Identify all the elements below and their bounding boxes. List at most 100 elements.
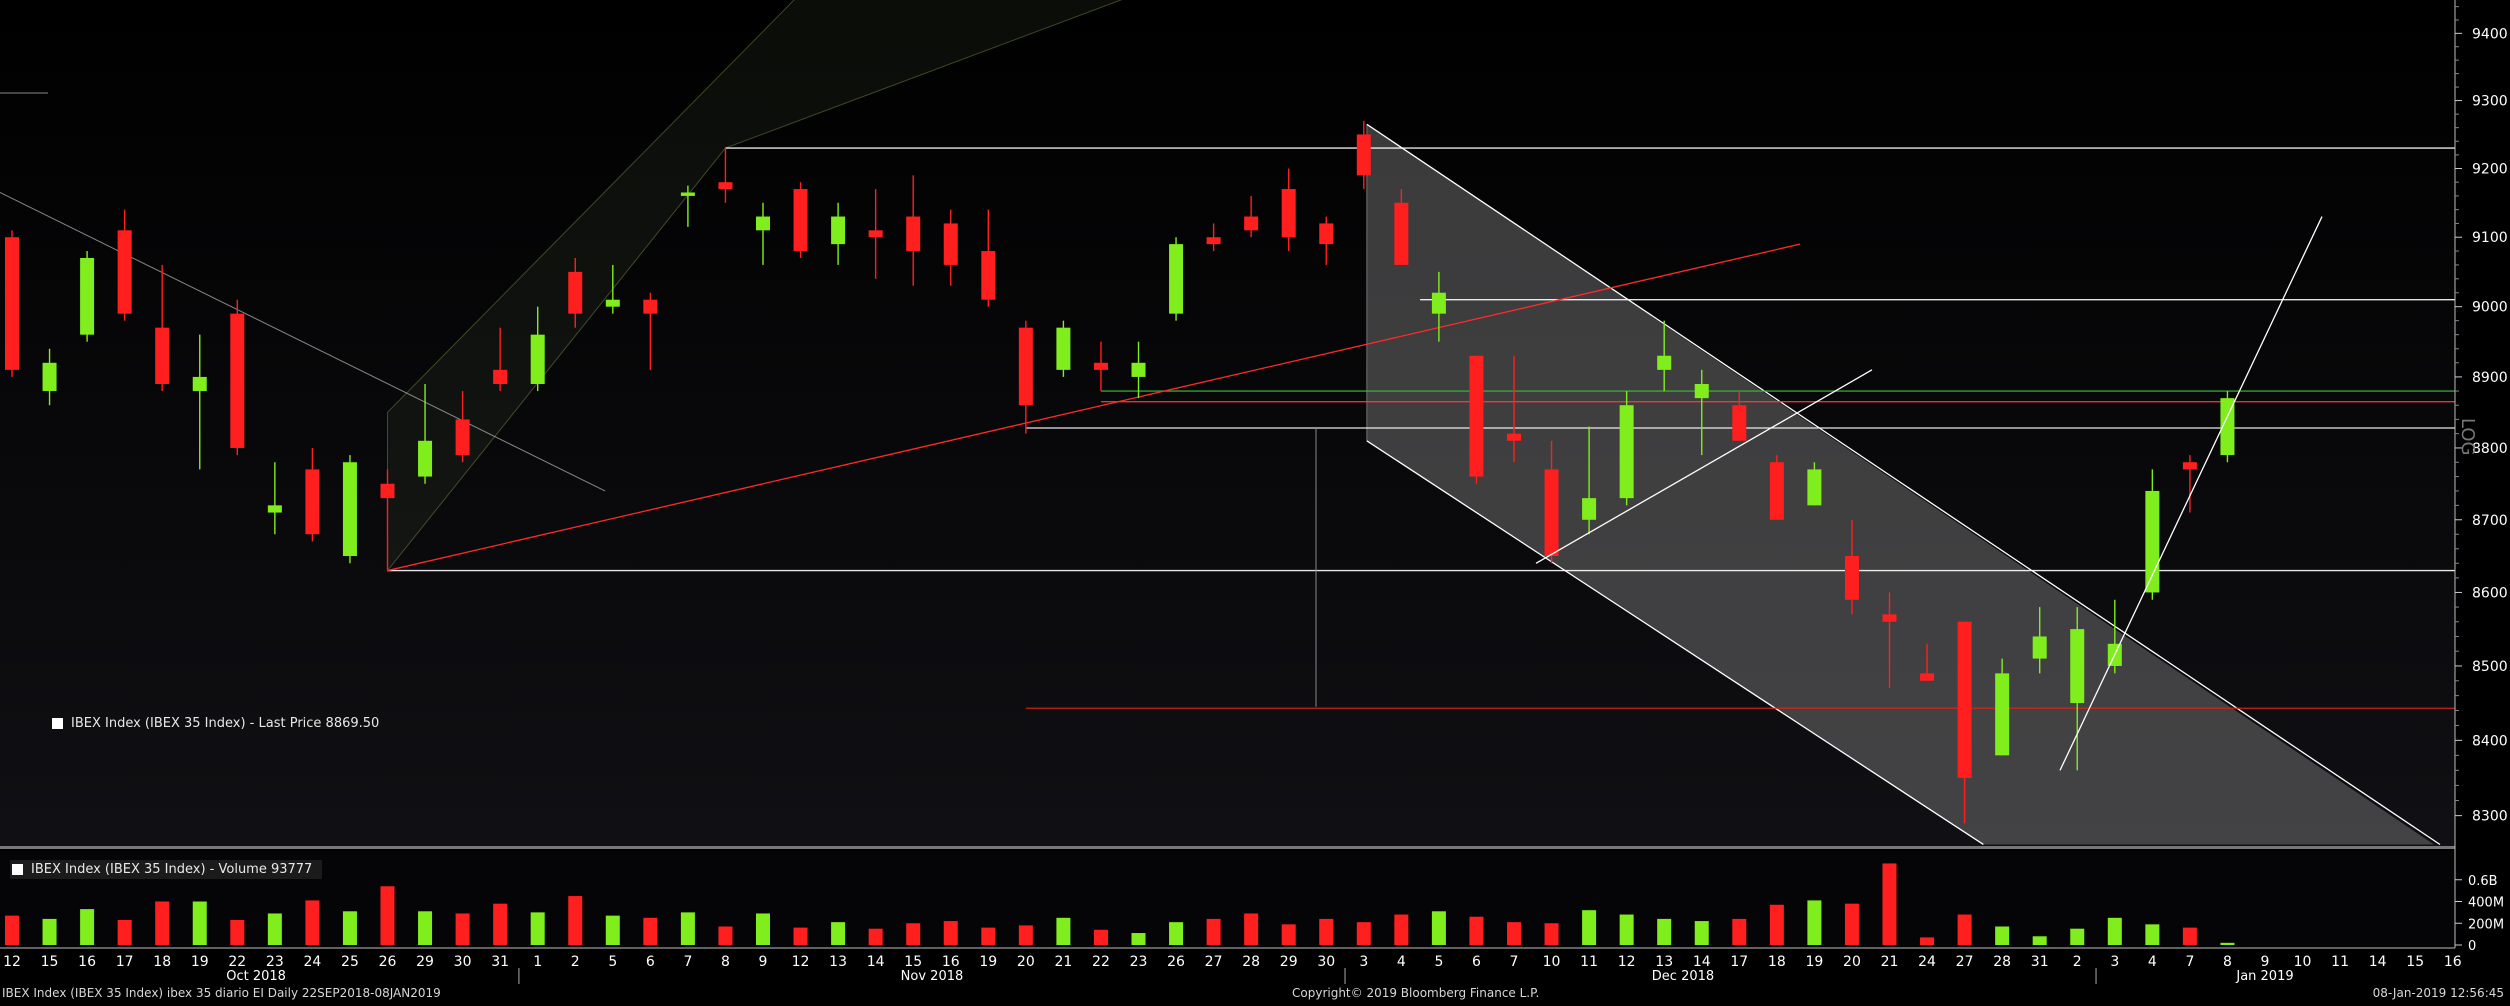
x-month-label: Nov 2018 xyxy=(901,969,964,984)
volume-bar xyxy=(342,911,357,945)
channel-upper-line xyxy=(1366,123,2441,846)
candle-body xyxy=(2032,636,2047,659)
x-tick-label: 7 xyxy=(1510,954,1519,970)
x-tick-label: 11 xyxy=(2331,954,2349,970)
x-tick-label: 3 xyxy=(2110,954,2119,970)
candle-body xyxy=(1431,292,1446,314)
x-tick-label: 12 xyxy=(3,954,21,970)
volume-legend-label: IBEX Index (IBEX 35 Index) - Volume 9377… xyxy=(31,862,313,877)
x-tick-label: 21 xyxy=(1054,954,1072,970)
x-month-label: Dec 2018 xyxy=(1652,969,1714,984)
candle-body xyxy=(643,299,658,314)
x-tick-label: 8 xyxy=(2223,954,2232,970)
price-legend-swatch xyxy=(52,718,63,729)
candle xyxy=(1394,189,1409,265)
x-tick-label: 19 xyxy=(191,954,209,970)
candle xyxy=(42,348,57,406)
volume-bar xyxy=(718,926,733,945)
candle xyxy=(1131,341,1146,399)
volume-bar xyxy=(1582,910,1597,945)
volume-bar xyxy=(1882,863,1897,945)
candle-body xyxy=(1394,202,1409,265)
candle xyxy=(1018,320,1033,434)
candle-body xyxy=(267,505,282,513)
footer-timestamp: 08-Jan-2019 12:56:45 xyxy=(2372,986,2504,1000)
x-tick-label: 29 xyxy=(416,954,434,970)
volume-bar xyxy=(2220,942,2235,945)
x-month-label: Oct 2018 xyxy=(226,969,286,984)
candle-body xyxy=(2182,462,2197,470)
volume-bar xyxy=(1469,916,1484,945)
rally-trendline xyxy=(2059,216,2323,771)
candle xyxy=(1957,621,1972,824)
footer-copyright: Copyright© 2019 Bloomberg Finance L.P. xyxy=(1292,986,1540,1000)
candle-body xyxy=(981,251,996,300)
candle-body xyxy=(530,334,545,384)
candle-body xyxy=(718,182,733,190)
volume-bar xyxy=(1507,922,1521,945)
candle-body xyxy=(2145,490,2160,593)
volume-bar xyxy=(1995,926,2010,945)
candle xyxy=(418,383,433,484)
candle xyxy=(1807,462,1822,506)
x-tick-label: 9 xyxy=(759,954,768,970)
candle-body xyxy=(1356,134,1371,176)
candle-body xyxy=(42,362,57,392)
volume-bar xyxy=(1807,900,1822,945)
x-tick-label: 10 xyxy=(1543,954,1561,970)
candle xyxy=(1732,391,1747,441)
x-tick-label: 25 xyxy=(341,954,359,970)
candle xyxy=(718,148,733,203)
y-scale-label: LOG xyxy=(2457,418,2478,456)
candle xyxy=(1694,369,1709,456)
candle-body xyxy=(342,462,357,557)
x-tick-label: 10 xyxy=(2294,954,2312,970)
candle xyxy=(380,469,395,571)
x-tick-label: 14 xyxy=(2369,954,2387,970)
y-tick-label: 8900 xyxy=(2472,370,2508,386)
y-tick-label: 8400 xyxy=(2472,733,2508,749)
x-tick-label: 20 xyxy=(1843,954,1861,970)
candle-body xyxy=(380,483,395,499)
x-tick-label: 7 xyxy=(2185,954,2194,970)
volume-bar xyxy=(1093,929,1108,945)
volume-legend: IBEX Index (IBEX 35 Index) - Volume 9377… xyxy=(10,860,323,879)
x-tick-label: 8 xyxy=(721,954,730,970)
candle xyxy=(643,292,658,370)
y-tick-label: 9300 xyxy=(2472,94,2508,110)
candle xyxy=(943,209,958,286)
candle xyxy=(756,202,770,265)
volume-bar xyxy=(1281,924,1296,945)
volume-bar xyxy=(1957,914,1972,945)
volume-bar xyxy=(680,912,695,945)
volume-bar xyxy=(1319,918,1334,945)
volume-bar xyxy=(1544,923,1559,945)
candle xyxy=(680,185,695,227)
candle xyxy=(2032,607,2047,674)
candle-body xyxy=(1469,355,1484,477)
candle-body xyxy=(1807,469,1822,506)
downward-channel xyxy=(1366,124,2434,845)
x-tick-label: 15 xyxy=(904,954,922,970)
y-tick-label: 8800 xyxy=(2472,441,2508,457)
candle xyxy=(1206,223,1221,252)
x-tick-label: 13 xyxy=(829,954,847,970)
candle xyxy=(530,306,545,392)
candle-body xyxy=(1732,405,1747,441)
candle-body xyxy=(1657,355,1672,370)
candle-body xyxy=(305,469,320,535)
x-tick-label: 5 xyxy=(608,954,617,970)
x-tick-label: 24 xyxy=(1918,954,1936,970)
candle-body xyxy=(155,327,170,384)
candle xyxy=(1657,320,1672,392)
y-tick-label: 9200 xyxy=(2472,162,2508,178)
x-tick-label: 14 xyxy=(867,954,885,970)
candle-body xyxy=(1619,405,1634,499)
volume-bar xyxy=(42,918,57,945)
channel-lower-line xyxy=(1366,440,1984,846)
volume-bar xyxy=(1694,921,1709,945)
volume-bar xyxy=(906,923,921,945)
volume-bar xyxy=(2070,928,2085,945)
